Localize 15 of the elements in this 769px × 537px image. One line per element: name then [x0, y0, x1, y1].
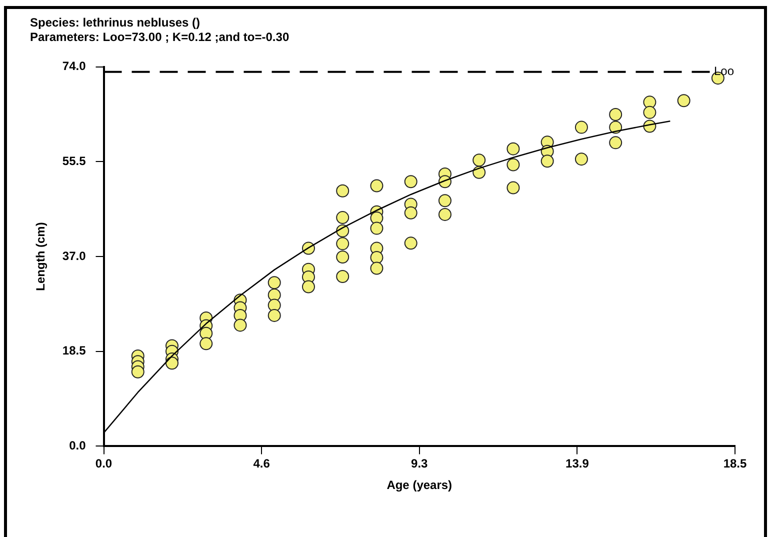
- ref-line-label: Loo: [714, 64, 734, 78]
- y-tick-label: 74.0: [62, 59, 86, 74]
- chart-subtitle: Parameters: Loo=73.00 ; K=0.12 ;and to=-0.30: [30, 30, 290, 44]
- y-axis-title: Length (cm): [34, 222, 48, 291]
- y-tick-label: 0.0: [69, 438, 86, 453]
- y-tick-label: 37.0: [62, 248, 86, 263]
- x-tick-label: 4.6: [253, 456, 270, 471]
- x-tick-label: 18.5: [723, 456, 747, 471]
- x-tick-label: 13.9: [566, 456, 590, 471]
- x-axis-title: Age (years): [386, 478, 452, 492]
- x-tick-label: 9.3: [411, 456, 428, 471]
- y-tick-label: 55.5: [62, 154, 86, 168]
- x-tick-label: 0.0: [95, 456, 112, 471]
- y-tick-label: 18.5: [62, 344, 86, 358]
- chart-title: Species: lethrinus nebluses (): [30, 16, 200, 30]
